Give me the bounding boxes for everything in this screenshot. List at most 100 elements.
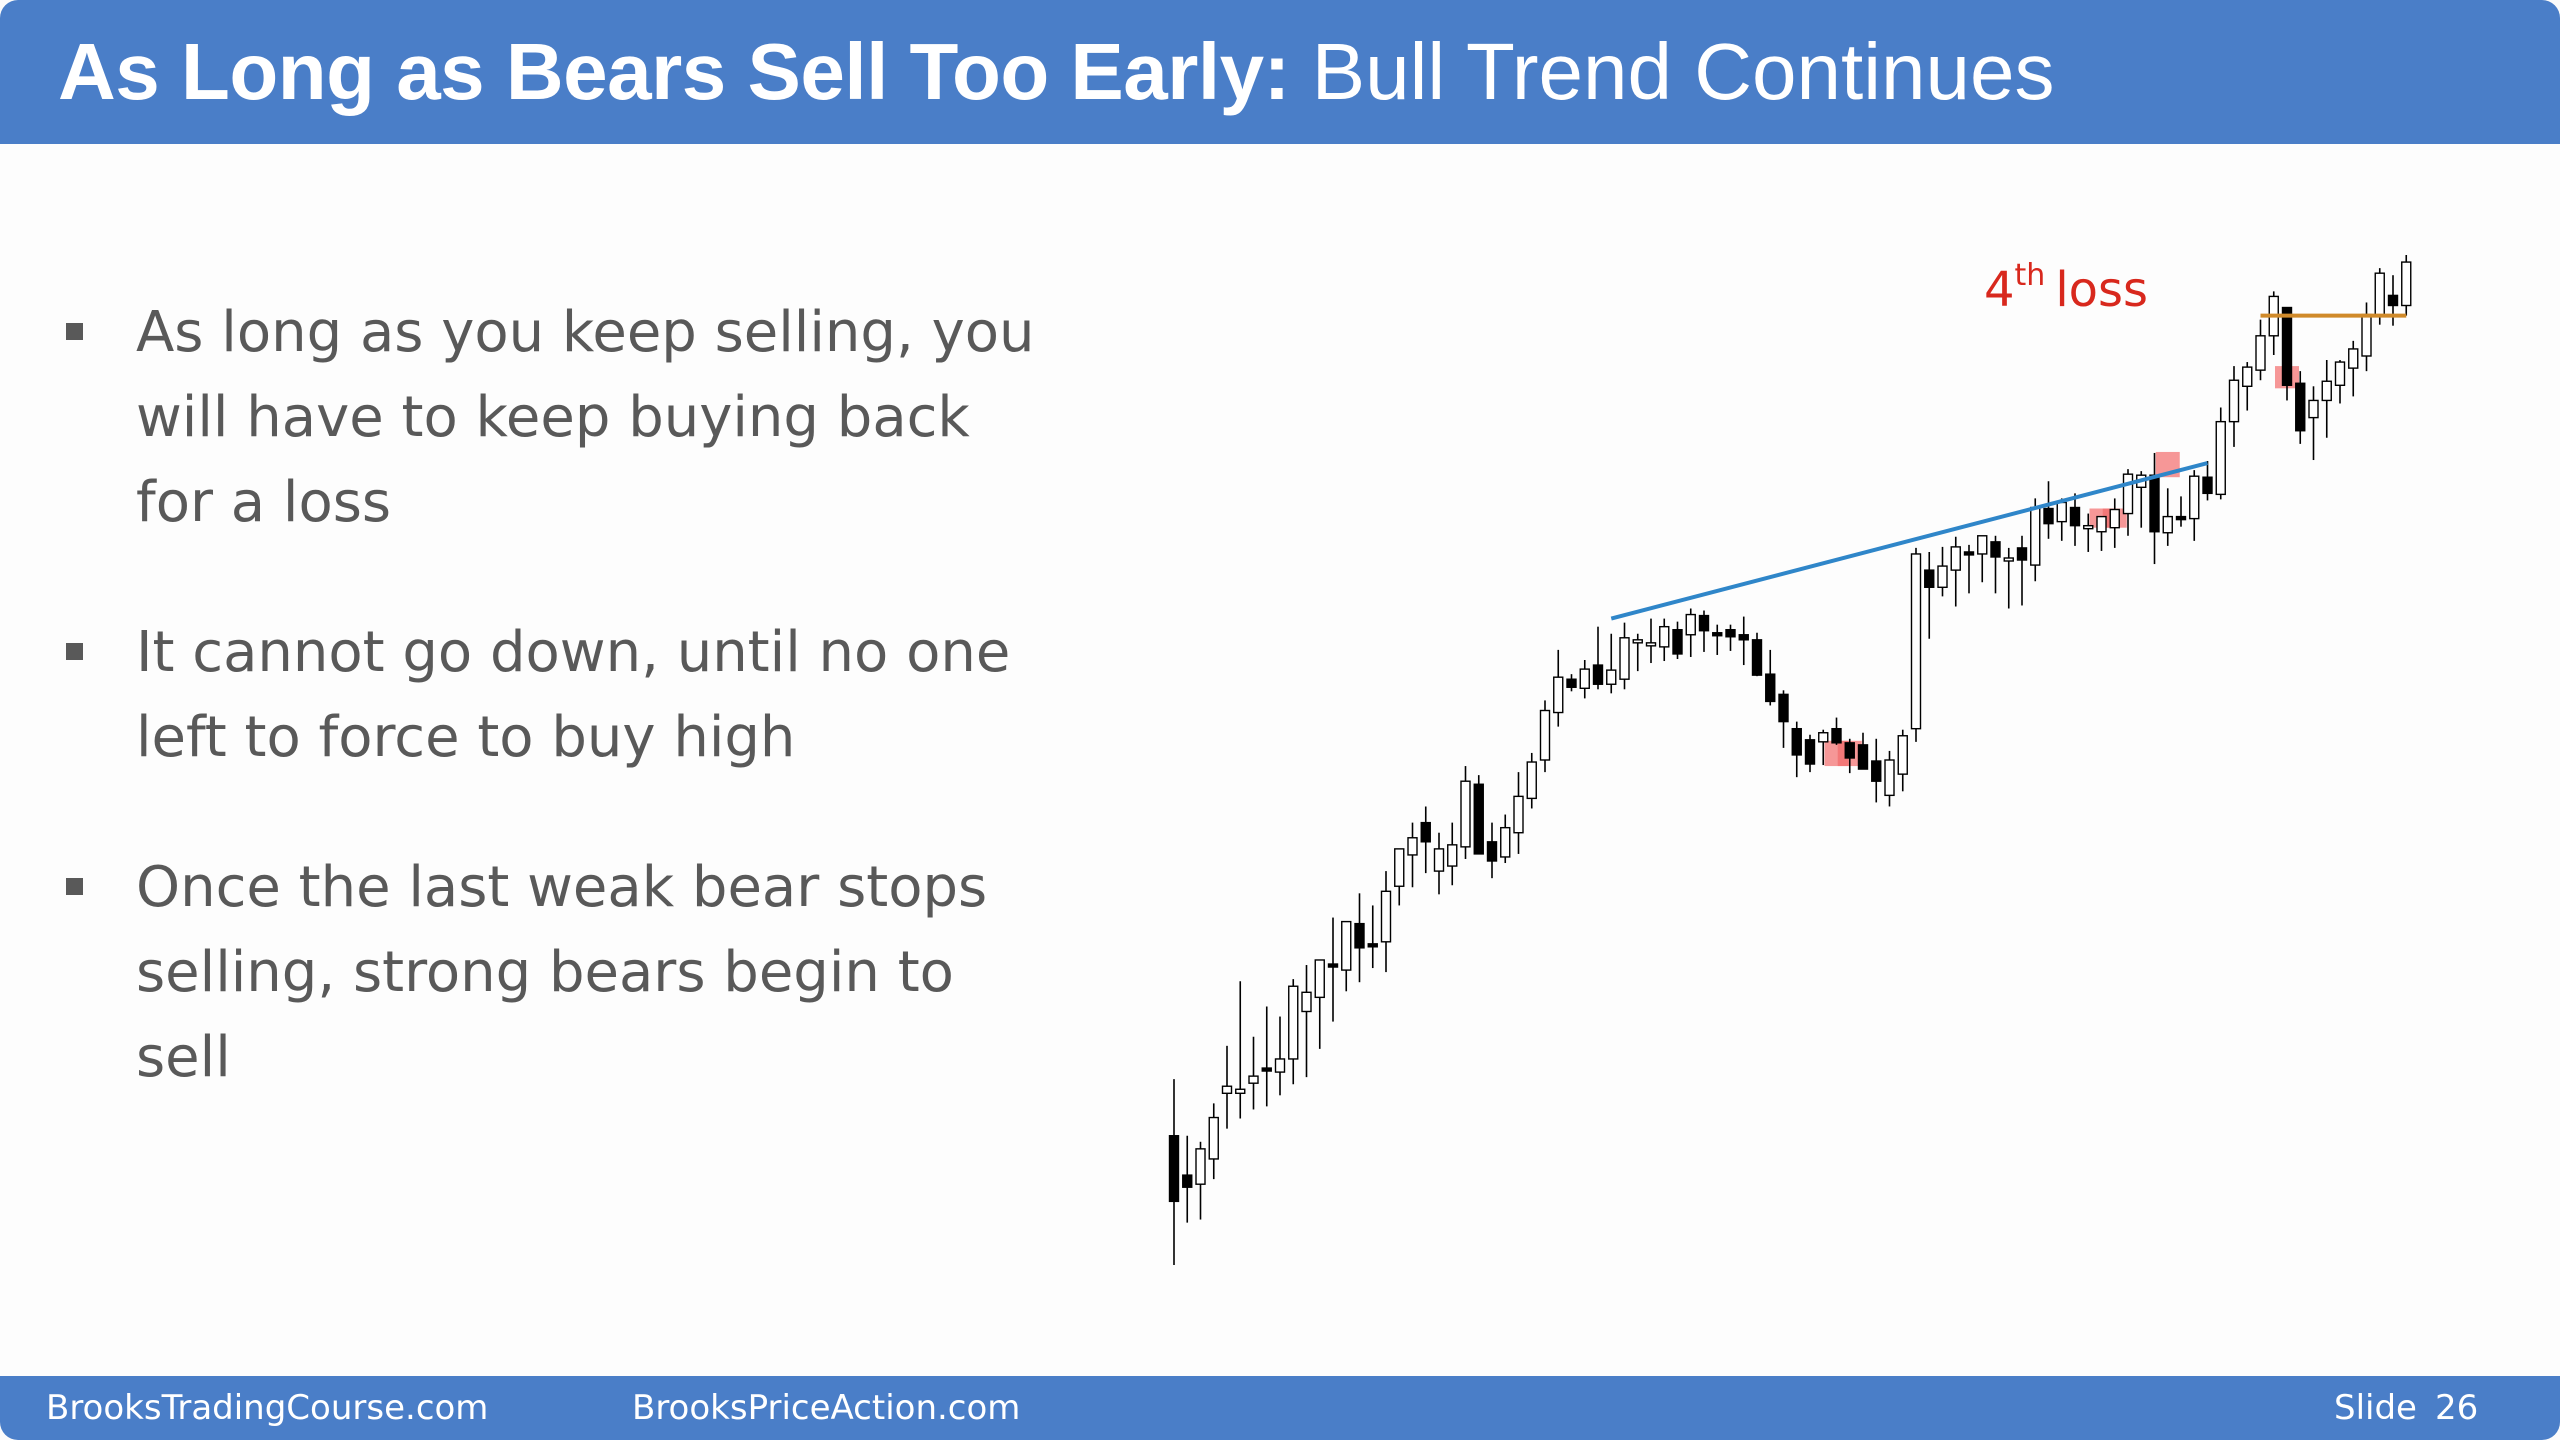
- bull-candle: [2255, 335, 2266, 371]
- bull-candle: [1513, 795, 1524, 834]
- bull-candle: [1301, 991, 1312, 1013]
- bull-candle: [1407, 837, 1418, 856]
- bull-candle: [1553, 676, 1564, 714]
- bear-candle: [1871, 760, 1882, 782]
- bull-candle: [1579, 668, 1590, 689]
- bear-candle: [1420, 821, 1431, 843]
- bull-candle: [1195, 1148, 1206, 1185]
- bull-candle: [1500, 826, 1511, 858]
- footer-slide-number: Slide 26: [2334, 1388, 2478, 1428]
- bear-candle: [1566, 678, 1577, 688]
- footer-site-left: BrooksTradingCourse.com: [46, 1388, 489, 1428]
- bull-candle: [2321, 380, 2332, 402]
- bear-candle: [1592, 664, 1604, 685]
- annotation-text: loss: [2055, 262, 2149, 318]
- bullet-text: Once the last weak bear stops selling, s…: [136, 855, 988, 1090]
- bear-candle: [1831, 727, 1842, 744]
- slide-title-bar: As Long as Bears Sell Too Early: Bull Tr…: [0, 0, 2560, 144]
- footer-site-center: BrooksPriceAction.com: [632, 1388, 1021, 1428]
- bear-candle: [2202, 476, 2213, 495]
- bear-candle: [2281, 306, 2293, 386]
- bull-candle: [2096, 515, 2107, 533]
- bull-candle: [2083, 524, 2094, 530]
- bear-candle: [1791, 727, 1802, 756]
- bull-candle: [2109, 508, 2120, 529]
- bear-candle: [1367, 943, 1378, 948]
- bull-candle: [1274, 1058, 1286, 1073]
- bull-candle: [1910, 553, 1922, 730]
- bull-candle: [1685, 613, 1696, 636]
- bear-candle: [1990, 541, 2001, 558]
- bear-candle: [1698, 614, 1710, 632]
- bull-candle: [1341, 920, 1352, 971]
- bear-candle: [1765, 673, 1776, 703]
- bull-candle: [2122, 473, 2134, 515]
- bull-candle: [1221, 1085, 1233, 1094]
- bear-candle: [1327, 963, 1339, 968]
- bear-candle: [2149, 474, 2160, 533]
- bull-candle: [1447, 844, 1458, 867]
- bear-candle: [1261, 1067, 1272, 1072]
- bull-candle: [1606, 669, 1617, 685]
- bullet-item: As long as you keep selling, you will ha…: [60, 290, 1040, 545]
- bear-candle: [1182, 1174, 1193, 1188]
- bull-candle: [1526, 761, 1537, 800]
- price-chart-svg: [1168, 255, 2412, 1265]
- bull-candle: [2334, 361, 2346, 386]
- slide-footer: BrooksTradingCourse.com BrooksPriceActio…: [0, 1376, 2560, 1440]
- bear-candle: [2175, 515, 2187, 521]
- trend-line: [1610, 461, 2209, 621]
- annotation-ordinal: 4: [1984, 262, 2015, 318]
- bear-candle: [2016, 547, 2028, 561]
- bull-candle: [1235, 1088, 1246, 1095]
- bull-candle: [2056, 501, 2067, 523]
- bear-candle: [1778, 693, 1789, 723]
- bull-candle: [1288, 985, 1299, 1060]
- bullet-square-icon: [66, 643, 83, 660]
- bull-candle: [2228, 379, 2240, 423]
- bull-candle: [1380, 890, 1392, 943]
- bull-candle: [1248, 1075, 1259, 1084]
- bull-candle: [2215, 420, 2226, 496]
- bear-candle: [1751, 639, 1763, 676]
- bull-candle: [2030, 506, 2041, 566]
- bear-candle: [1712, 632, 1723, 637]
- bull-candle: [2401, 261, 2412, 307]
- bear-candle: [1354, 922, 1365, 949]
- bullet-list: As long as you keep selling, you will ha…: [60, 290, 1040, 1165]
- bull-candle: [1314, 959, 1325, 999]
- bear-candle: [2069, 506, 2081, 527]
- bull-candle: [1977, 535, 1988, 555]
- bull-candle: [1394, 848, 1405, 887]
- bear-candle: [1486, 841, 1498, 862]
- bull-candle: [1937, 565, 1948, 588]
- bull-candle: [1619, 637, 1630, 680]
- bear-candle: [1924, 569, 1935, 588]
- bull-candle: [1897, 735, 1908, 775]
- bull-candle: [2374, 272, 2385, 317]
- bull-candle: [2162, 515, 2173, 534]
- bullet-square-icon: [66, 878, 83, 895]
- bear-candle: [1725, 629, 1736, 638]
- bear-candle: [2295, 382, 2306, 432]
- price-chart: [1140, 230, 2540, 1300]
- bullet-square-icon: [66, 323, 83, 340]
- bull-candle: [1539, 709, 1551, 761]
- bullet-text: As long as you keep selling, you will ha…: [136, 300, 1035, 535]
- bear-candle: [1963, 551, 1975, 556]
- slide-label: Slide: [2334, 1388, 2417, 1428]
- bull-candle: [2361, 313, 2372, 357]
- bull-candle: [1433, 848, 1445, 872]
- bull-candle: [2003, 557, 2014, 562]
- bear-candle: [2043, 507, 2054, 525]
- bullet-item: It cannot go down, until no one left to …: [60, 610, 1040, 780]
- bull-candle: [1645, 642, 1657, 647]
- loss-annotation: 4th loss: [1984, 258, 2149, 318]
- bear-candle: [1804, 739, 1816, 765]
- slide-number: 26: [2434, 1388, 2479, 1428]
- bull-candle: [1818, 732, 1829, 743]
- bull-candle: [1460, 780, 1471, 848]
- bear-candle: [1473, 783, 1484, 855]
- bullet-item: Once the last weak bear stops selling, s…: [60, 845, 1040, 1100]
